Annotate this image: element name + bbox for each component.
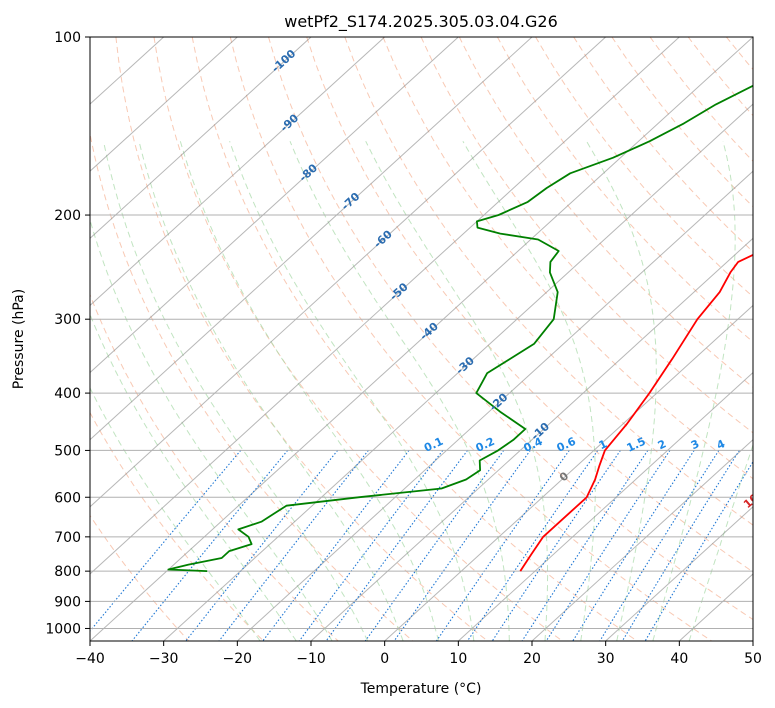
isotherm-line [457, 371, 753, 641]
isotherm-line [310, 237, 753, 641]
x-tick-label: 50 [744, 651, 762, 667]
isotherm-line [531, 438, 753, 641]
isotherm-line [90, 37, 753, 641]
y-tick-label: 300 [54, 312, 81, 328]
x-tick-label: −30 [149, 651, 179, 667]
plot-frame [89, 36, 754, 642]
y-tick-label: 200 [54, 208, 81, 224]
isotherm-line [605, 506, 753, 641]
isotherm-line [90, 37, 238, 172]
x-tick-label: 0 [380, 651, 389, 667]
x-tick-label: 20 [523, 651, 541, 667]
y-tick-label: 600 [54, 490, 81, 506]
dry-adiabat-line [90, 411, 264, 641]
mixing-ratio-line [521, 450, 649, 641]
y-tick-label: 1000 [45, 621, 81, 637]
isotherm-line [384, 304, 753, 641]
isotherm-line [90, 37, 533, 441]
mixing-ratio-line [435, 450, 570, 641]
mixing-ratio-line [185, 450, 339, 641]
y-tick-label: 800 [54, 564, 81, 580]
y-tick-label: 500 [54, 443, 81, 459]
x-tick-label: −40 [75, 651, 105, 667]
dry-adiabat-line [420, 37, 753, 434]
mixing-ratio-line [467, 450, 599, 641]
mixing-ratio-line [298, 450, 444, 641]
x-tick-label: −20 [223, 651, 253, 667]
dry-adiabat-line [268, 37, 753, 621]
dry-adiabat-line [90, 293, 339, 641]
mixing-ratio-line [621, 450, 740, 641]
x-axis: −40 −30 −20 −10 0 10 20 30 40 50 [75, 641, 762, 667]
chart-title: wetPf2_S174.2025.305.03.04.G26 [284, 12, 558, 32]
mixing-ratio-line [325, 450, 468, 641]
mixing-ratio-line [599, 450, 720, 641]
mixing-ratio-line [393, 450, 531, 641]
dry-adiabat-label: 10 [741, 491, 761, 511]
mixing-ratio-line [572, 450, 695, 641]
dewpoint-profile-line [167, 84, 753, 572]
y-tick-label: 700 [54, 530, 81, 546]
isotherm-line [90, 37, 386, 307]
x-axis-label: Temperature (°C) [360, 681, 482, 697]
isotherm-line [236, 170, 753, 641]
isotherm-line [90, 37, 312, 240]
y-axis-label: Pressure (hPa) [11, 289, 27, 389]
dry-adiabat-line [458, 37, 753, 388]
x-tick-label: −10 [296, 651, 326, 667]
dry-adiabat-line [153, 37, 563, 641]
mixing-ratio-line [131, 450, 289, 641]
mixing-ratio-line [90, 450, 242, 632]
mixing-ratio-line [262, 450, 410, 641]
isotherm-line [90, 37, 607, 508]
x-tick-label: 10 [449, 651, 467, 667]
mixing-ratio-line [364, 450, 505, 641]
isotherm-line [90, 37, 459, 374]
isotherm-line [163, 103, 753, 641]
temperature-profile-line [519, 253, 753, 572]
y-tick-label: 100 [54, 30, 81, 46]
dry-adiabat-line [115, 37, 488, 641]
y-tick-label: 900 [54, 594, 81, 610]
y-axis: 100 200 300 400 500 600 700 800 900 1000 [45, 30, 90, 637]
series-group [167, 84, 753, 572]
x-tick-label: 30 [597, 651, 615, 667]
isotherm-line [90, 37, 680, 575]
x-tick-label: 40 [670, 651, 688, 667]
y-tick-label: 400 [54, 386, 81, 402]
